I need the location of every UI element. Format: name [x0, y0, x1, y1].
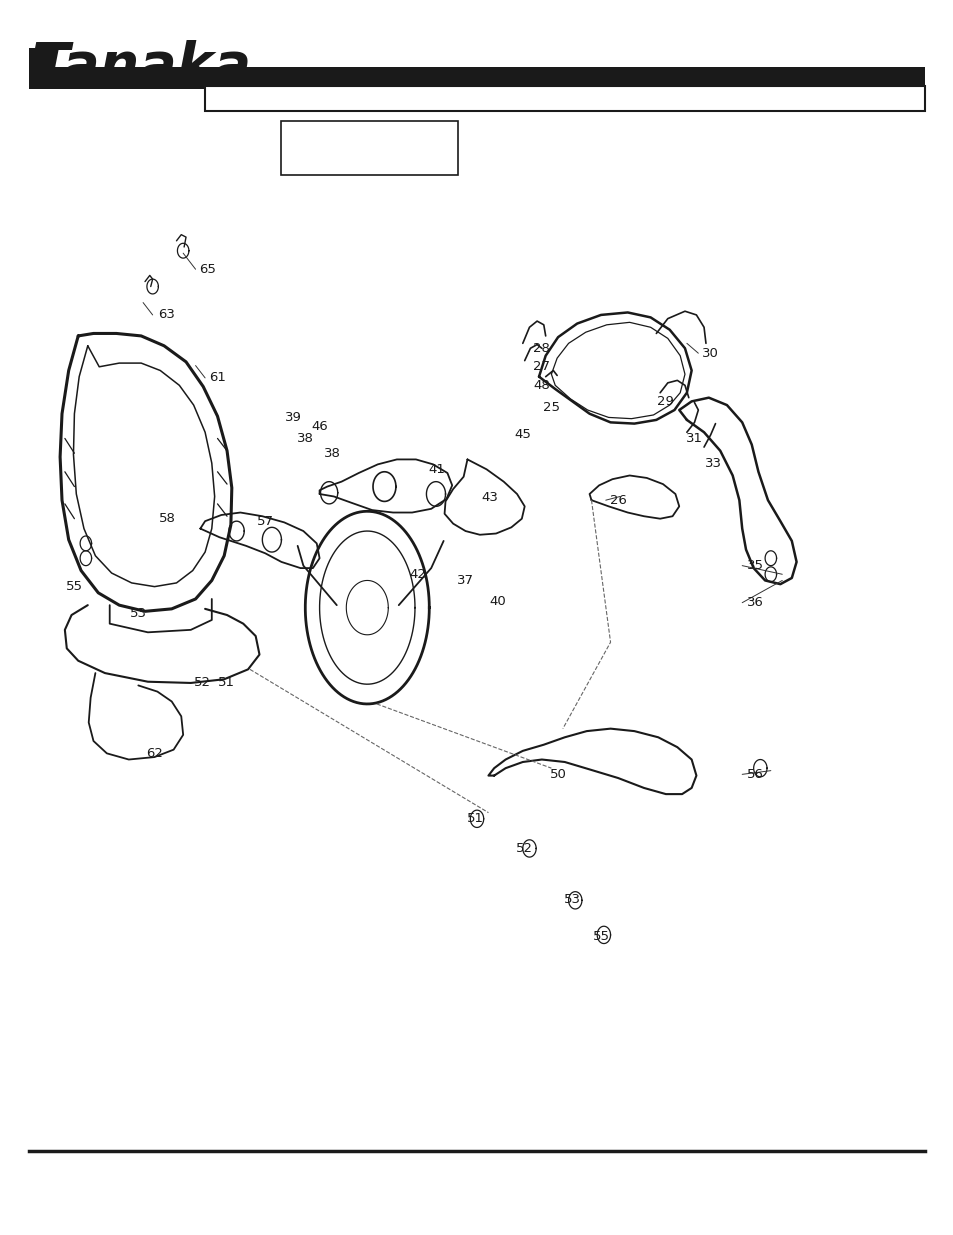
Text: 58: 58 [158, 513, 175, 525]
Text: 46: 46 [311, 420, 328, 432]
Text: 53: 53 [130, 608, 147, 620]
Text: 43: 43 [480, 492, 497, 504]
Text: 41: 41 [428, 463, 445, 475]
Text: 48: 48 [533, 379, 550, 391]
Text: 52: 52 [516, 842, 533, 855]
Text: 62: 62 [146, 747, 163, 760]
Text: 35: 35 [746, 559, 763, 572]
Text: 55: 55 [66, 580, 83, 593]
Text: 30: 30 [701, 347, 719, 359]
Text: 40: 40 [489, 595, 506, 608]
Text: 39: 39 [285, 411, 302, 424]
Text: 51: 51 [217, 677, 234, 689]
Text: 26: 26 [609, 494, 626, 506]
Text: 65: 65 [199, 263, 216, 275]
Text: 36: 36 [746, 597, 763, 609]
Text: 55: 55 [592, 930, 609, 942]
Text: 53: 53 [563, 893, 580, 905]
Bar [281, 121, 457, 175]
Text: 38: 38 [323, 447, 340, 459]
Text: 45: 45 [514, 429, 531, 441]
Text: 57: 57 [256, 515, 274, 527]
Text: 25: 25 [542, 401, 559, 414]
Text: 56: 56 [746, 768, 763, 781]
Text: 27: 27 [533, 361, 550, 373]
Text: 33: 33 [704, 457, 721, 469]
Bar [29, 67, 924, 89]
Text: 63: 63 [158, 309, 175, 321]
Text: 28: 28 [533, 342, 550, 354]
Text: 42: 42 [409, 568, 426, 580]
Text: Tanaka: Tanaka [31, 40, 252, 94]
Text: 29: 29 [657, 395, 674, 408]
Text: 61: 61 [209, 372, 226, 384]
Text: 31: 31 [685, 432, 702, 445]
Bar [29, 48, 51, 83]
Text: 38: 38 [296, 432, 314, 445]
Text: 37: 37 [456, 574, 474, 587]
Text: 50: 50 [549, 768, 566, 781]
Text: 52: 52 [193, 677, 211, 689]
Text: 51: 51 [466, 813, 483, 825]
Bar [205, 86, 924, 111]
